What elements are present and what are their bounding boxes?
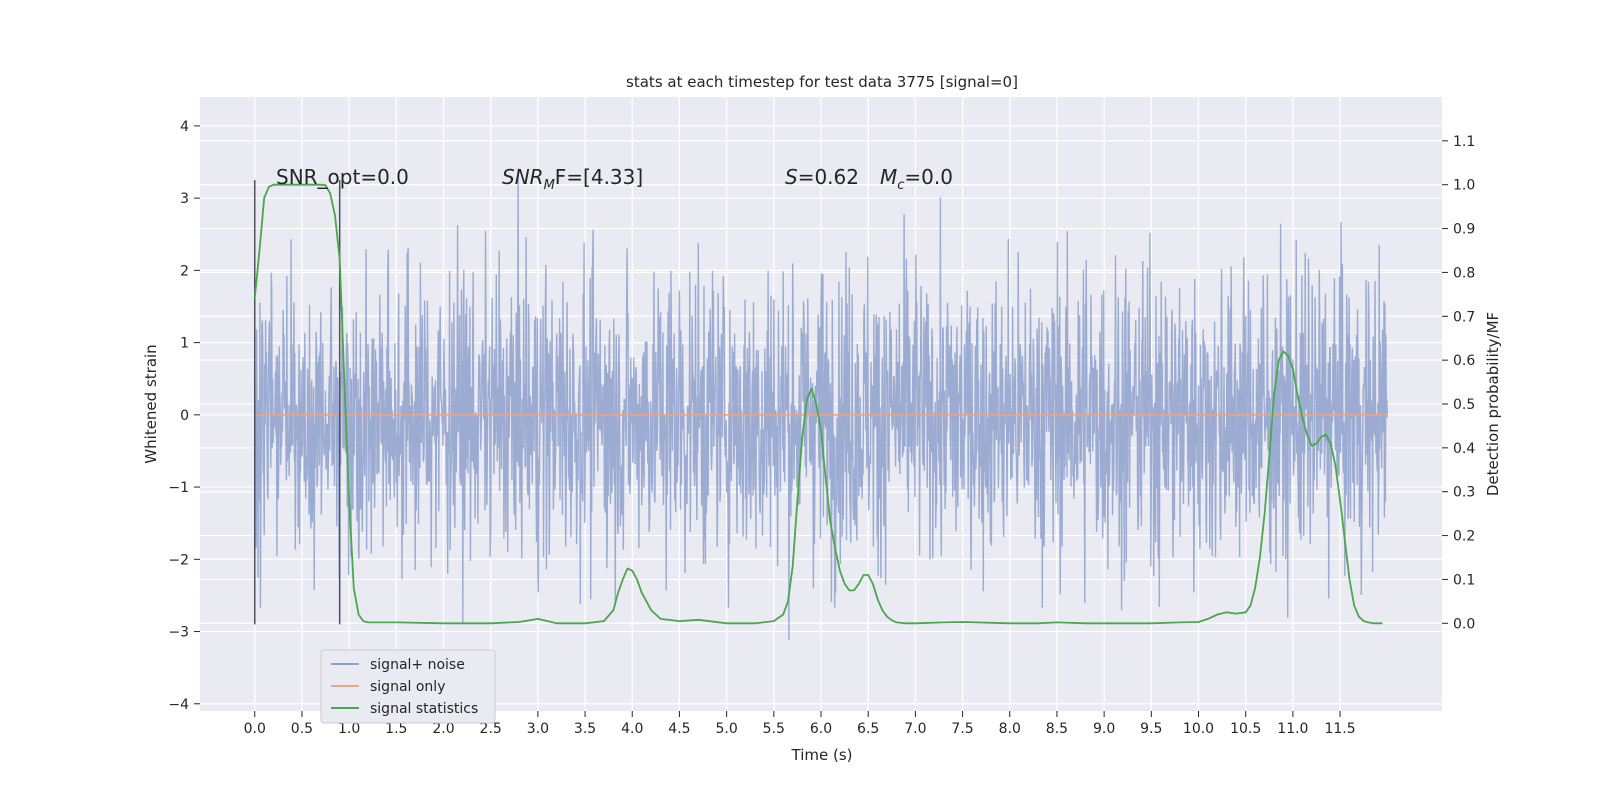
axes-ticks: 0.0 0.5 1.0 1.5 2.0 2.5 3.0 3.5 4.0 4.5 5.0 5.5 6.0 6… xyxy=(168,119,1475,737)
y-right-tick-label: 1.0 xyxy=(1453,178,1475,194)
y-tick-label: −3 xyxy=(168,625,189,641)
y-tick-label: −4 xyxy=(168,697,189,713)
y-right-tick-label: 0.4 xyxy=(1453,441,1475,457)
legend: signal+ noise signal only signal statist… xyxy=(320,649,496,724)
y-tick-label: −1 xyxy=(168,480,189,496)
x-tick-label: 2.5 xyxy=(480,721,502,737)
y-right-tick-label: 0.0 xyxy=(1453,616,1475,632)
x-tick-label: 5.0 xyxy=(715,721,737,737)
x-axis-label: Time (s) xyxy=(791,746,853,764)
s-annotation: S=0.62 xyxy=(785,165,859,189)
x-tick-label: 4.5 xyxy=(668,721,690,737)
x-tick-label: 7.0 xyxy=(904,721,926,737)
x-tick-label: 0.0 xyxy=(244,721,266,737)
y-tick-label: 2 xyxy=(180,263,189,279)
snr-mf-subscript: M xyxy=(544,178,555,193)
x-tick-label: 8.0 xyxy=(999,721,1021,737)
y-right-tick-label: 0.2 xyxy=(1453,529,1475,545)
x-tick-label: 7.5 xyxy=(951,721,973,737)
x-tick-label: 10.5 xyxy=(1230,721,1261,737)
y-tick-label: 1 xyxy=(180,336,189,352)
y-tick-label: 3 xyxy=(180,191,189,207)
x-tick-label: 0.5 xyxy=(291,721,313,737)
snr-opt-annotation: SNR_opt=0.0 xyxy=(276,165,409,189)
y-right-tick-label: 0.1 xyxy=(1453,572,1475,588)
x-tick-label: 10.0 xyxy=(1183,721,1214,737)
y-right-tick-label: 0.8 xyxy=(1453,265,1475,281)
legend-label-signal-only: signal only xyxy=(370,679,445,695)
y-right-tick-label: 0.7 xyxy=(1453,309,1475,325)
x-tick-label: 3.5 xyxy=(574,721,596,737)
legend-label-signal-statistics: signal statistics xyxy=(370,701,478,717)
x-tick-label: 1.5 xyxy=(385,721,407,737)
series-signal-noise xyxy=(254,167,1388,641)
mc-annotation: Mc=0.0 xyxy=(880,165,953,193)
y-right-tick-label: 1.1 xyxy=(1453,134,1475,150)
legend-label-signal-noise: signal+ noise xyxy=(370,657,465,673)
mc-prefix: M xyxy=(880,165,897,189)
y-tick-label: 0 xyxy=(180,408,189,424)
s-prefix: S xyxy=(785,165,798,189)
chart-title: stats at each timestep for test data 377… xyxy=(626,73,1018,91)
snr-mf-prefix: SNR xyxy=(502,165,544,189)
x-tick-label: 4.0 xyxy=(621,721,643,737)
x-tick-label: 1.0 xyxy=(338,721,360,737)
snr-mf-value: F=[4.33] xyxy=(555,165,643,189)
x-tick-label: 5.5 xyxy=(763,721,785,737)
x-tick-label: 11.0 xyxy=(1277,721,1308,737)
y-axis-label-left: Whitened strain xyxy=(142,344,160,463)
y-axis-label-right: Detection probability/MF xyxy=(1484,312,1502,496)
mc-subscript: c xyxy=(897,178,904,193)
x-tick-label: 3.0 xyxy=(527,721,549,737)
y-right-tick-label: 0.5 xyxy=(1453,397,1475,413)
mc-value: =0.0 xyxy=(904,165,953,189)
legend-box xyxy=(320,649,496,724)
x-tick-label: 9.0 xyxy=(1093,721,1115,737)
y-right-tick-label: 0.9 xyxy=(1453,222,1475,238)
x-tick-label: 6.0 xyxy=(810,721,832,737)
snr-mf-annotation: SNRMF=[4.33] xyxy=(502,165,643,193)
s-value: =0.62 xyxy=(798,165,859,189)
y-right-tick-label: 0.3 xyxy=(1453,485,1475,501)
y-right-tick-label: 0.6 xyxy=(1453,353,1475,369)
series-signal-statistics xyxy=(253,183,1383,625)
x-tick-label: 11.5 xyxy=(1324,721,1355,737)
x-tick-label: 6.5 xyxy=(857,721,879,737)
x-tick-label: 9.5 xyxy=(1140,721,1162,737)
y-tick-label: 4 xyxy=(180,119,189,135)
plot-area xyxy=(253,167,1388,641)
y-tick-label: −2 xyxy=(168,552,189,568)
x-tick-label: 2.0 xyxy=(432,721,454,737)
x-tick-label: 8.5 xyxy=(1046,721,1068,737)
